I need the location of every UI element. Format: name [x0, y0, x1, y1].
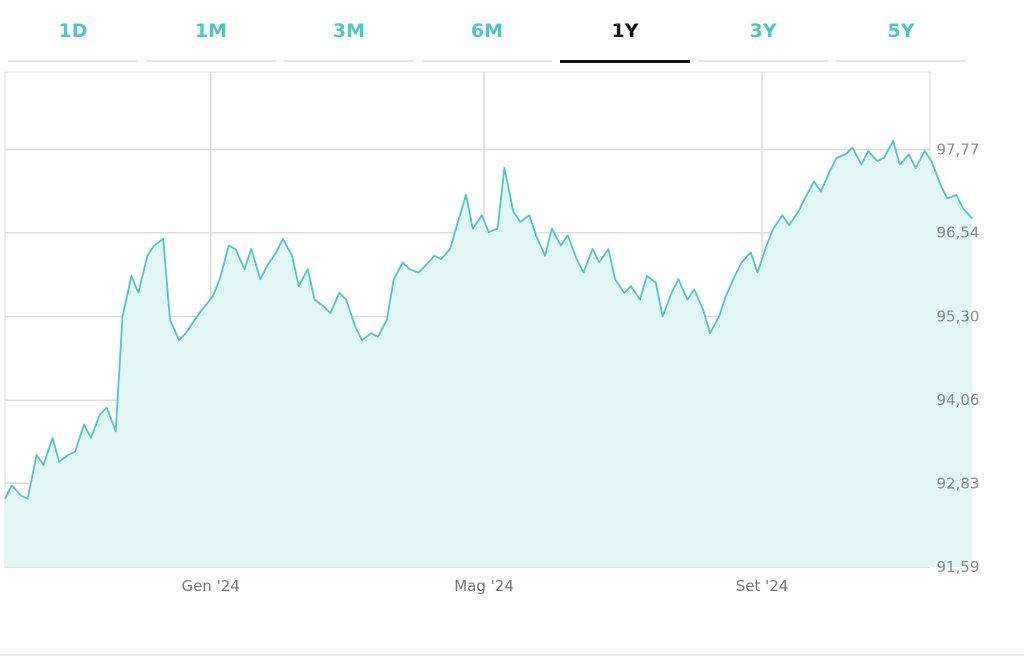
- y-tick-label: 97,77: [937, 141, 980, 159]
- tab-3m[interactable]: 3M: [284, 0, 414, 62]
- y-axis-labels: 97,77 96,54 95,30 94,06 92,83 91,59: [937, 141, 980, 576]
- price-area: [5, 140, 973, 567]
- tab-1d[interactable]: 1D: [8, 0, 138, 62]
- x-tick-label: Gen '24: [181, 577, 239, 595]
- x-axis-labels: Gen '24 Mag '24 Set '24: [181, 577, 788, 595]
- x-tick-label: Mag '24: [454, 577, 514, 595]
- tab-1m[interactable]: 1M: [146, 0, 276, 62]
- tab-3y[interactable]: 3Y: [698, 0, 828, 62]
- y-tick-label: 94,06: [937, 391, 980, 409]
- y-tick-label: 92,83: [937, 474, 980, 492]
- y-tick-label: 95,30: [937, 307, 980, 325]
- tab-6m[interactable]: 6M: [422, 0, 552, 62]
- tab-5y[interactable]: 5Y: [836, 0, 966, 62]
- price-line: [4, 140, 973, 500]
- period-tabs: 1D 1M 3M 6M 1Y 3Y 5Y: [0, 0, 980, 64]
- x-tick-label: Set '24: [736, 577, 789, 595]
- y-tick-label: 96,54: [937, 224, 980, 242]
- y-tick-label: 91,59: [937, 558, 980, 576]
- bottom-divider: [0, 654, 1024, 656]
- tab-1y[interactable]: 1Y: [560, 0, 690, 63]
- price-chart: 97,77 96,54 95,30 94,06 92,83 91,59 Gen '24 Ma…: [4, 71, 980, 595]
